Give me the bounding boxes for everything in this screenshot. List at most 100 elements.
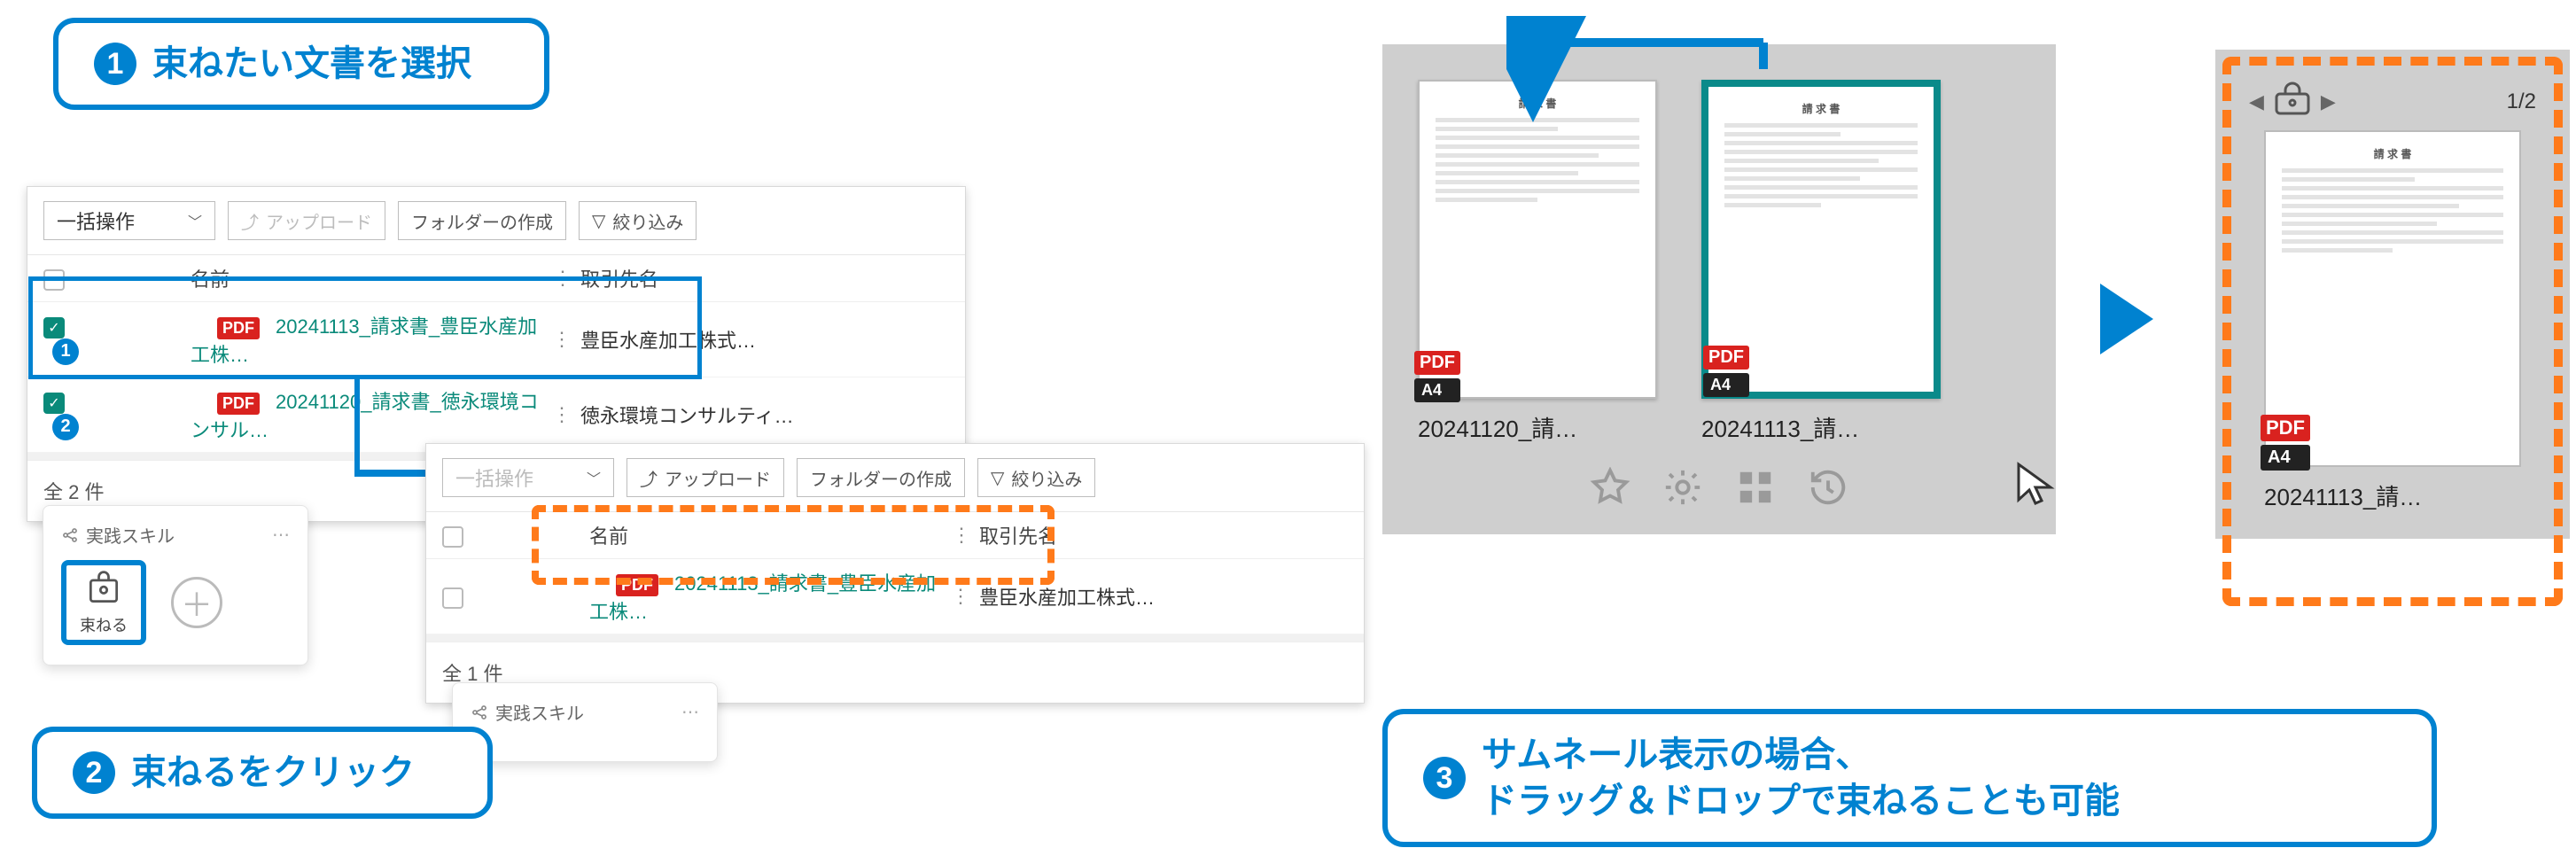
- row-number-badge: 1: [52, 338, 79, 365]
- a4-badge: A4: [1414, 378, 1460, 402]
- bundle-icon: [84, 569, 123, 608]
- pdf-badge: PDF: [217, 317, 260, 339]
- result-panel: ◀ ▶ 1/2 請 求 書 PDF A4 20241113_請…: [2215, 50, 2570, 539]
- table-row[interactable]: ✓ PDF20241113_請求書_豊臣水産加工株… ⋮ 豊臣水産加工株式…: [426, 559, 1364, 634]
- result-name: 20241113_請…: [2264, 479, 2521, 512]
- callout-3: 3 サムネール表示の場合、 ドラッグ＆ドロップで束ねることも可能: [1382, 709, 2437, 847]
- filter-button-2[interactable]: ▽ 絞り込み: [977, 458, 1095, 497]
- pdf-badge: PDF: [1414, 351, 1460, 375]
- upload-icon: ⤴: [640, 465, 658, 491]
- callout-2-text: 束ねるをクリック: [131, 750, 415, 796]
- thumbnail-1-preview[interactable]: 請 求 書 PDF A4: [1418, 80, 1657, 399]
- pdf-badge: PDF: [1703, 346, 1749, 370]
- thumbnail-2-name: 20241113_請…: [1701, 411, 1859, 444]
- thumbnail-1-name: 20241120_請…: [1418, 411, 1577, 444]
- callout-1-number: 1: [94, 43, 136, 85]
- callout-3-text: サムネール表示の場合、 ドラッグ＆ドロップで束ねることも可能: [1482, 732, 2120, 824]
- row-checkbox[interactable]: ✓: [43, 317, 65, 338]
- action-card-title: 実践スキル: [86, 522, 175, 548]
- upload-button[interactable]: ⤴ アップロード: [228, 201, 385, 240]
- thumbnail-1[interactable]: 請 求 書 PDF A4 20241120_請…: [1418, 80, 1657, 444]
- batch-select-label-2: 一括操作: [455, 463, 533, 492]
- row-checkbox-2[interactable]: ✓: [442, 587, 463, 609]
- batch-select[interactable]: 一括操作 ﹀: [43, 201, 215, 240]
- list-header-2: ✓ 名前 ⋮ 取引先名: [426, 512, 1364, 559]
- upload-icon: ⤴: [241, 208, 259, 234]
- customer-name: 豊臣水産加工株式…: [580, 325, 949, 354]
- chevron-down-icon: ﹀: [587, 467, 601, 488]
- next-page-icon[interactable]: ▶: [2321, 90, 2336, 113]
- action-card: 実践スキル ⋯ 束ねる ＋: [43, 505, 308, 665]
- page-indicator: 1/2: [2507, 89, 2536, 114]
- new-folder-label: フォルダーの作成: [411, 208, 553, 234]
- filter-button[interactable]: ▽ 絞り込み: [579, 201, 697, 240]
- history-icon[interactable]: [1808, 467, 1848, 508]
- action-card-header: 実践スキル ⋯: [61, 522, 290, 548]
- action-card-2-header: 実践スキル ⋯: [471, 699, 699, 725]
- col-customer[interactable]: 取引先名: [580, 264, 949, 292]
- toolbar-2: 一括操作 ﹀ ⤴ アップロード フォルダーの作成 ▽ 絞り込み: [426, 444, 1364, 512]
- toolbar-1: 一括操作 ﹀ ⤴ アップロード フォルダーの作成 ▽ 絞り込み: [27, 187, 965, 255]
- col-menu-header: ⋮: [545, 267, 580, 290]
- callout-2: 2 束ねるをクリック: [32, 727, 493, 819]
- thumbnail-2[interactable]: 請 求 書 PDF A4 20241113_請…: [1701, 80, 1941, 444]
- header-checkbox-2[interactable]: ✓: [442, 526, 463, 548]
- pdf-badge: PDF: [616, 574, 658, 596]
- share-icon: [471, 704, 488, 721]
- action-card-menu-icon[interactable]: ⋯: [272, 524, 290, 546]
- prev-page-icon[interactable]: ◀: [2249, 90, 2264, 113]
- row-menu-icon[interactable]: ⋮: [545, 328, 580, 351]
- col-name-2[interactable]: 名前: [483, 521, 944, 549]
- gear-icon[interactable]: [1662, 467, 1703, 508]
- thumbnail-toolbar: [1418, 467, 2020, 508]
- filter-label-2: 絞り込み: [1011, 465, 1082, 491]
- transition-arrow: [2091, 266, 2198, 372]
- upload-label: アップロード: [266, 208, 372, 234]
- result-header: ◀ ▶ 1/2: [2242, 82, 2543, 130]
- cursor-icon: [2012, 461, 2065, 514]
- clip-icon: [2271, 82, 2314, 121]
- result-doc-title: 請 求 書: [2282, 146, 2503, 161]
- star-icon[interactable]: [1590, 467, 1630, 508]
- row-number-badge: 2: [52, 414, 79, 440]
- callout-1-text: 束ねたい文書を選択: [152, 41, 471, 87]
- new-folder-button[interactable]: フォルダーの作成: [398, 201, 566, 240]
- upload-button-2[interactable]: ⤴ アップロード: [626, 458, 784, 497]
- filter-icon: ▽: [592, 210, 605, 232]
- customer-name-2: 豊臣水産加工株式…: [979, 582, 1348, 611]
- bundle-label: 束ねる: [80, 613, 128, 636]
- result-thumbnail[interactable]: 請 求 書 PDF A4: [2264, 130, 2521, 467]
- list-panel-2: 一括操作 ﹀ ⤴ アップロード フォルダーの作成 ▽ 絞り込み ✓ 名前 ⋮ 取…: [425, 443, 1365, 704]
- table-row[interactable]: ✓1 PDF20241113_請求書_豊臣水産加工株… ⋮ 豊臣水産加工株式…: [27, 302, 965, 377]
- new-folder-label-2: フォルダーの作成: [810, 465, 952, 491]
- col-customer-2[interactable]: 取引先名: [979, 521, 1348, 549]
- col-name[interactable]: 名前: [84, 264, 545, 292]
- share-icon: [61, 526, 79, 544]
- callout-1: 1 束ねたい文書を選択: [53, 18, 549, 110]
- callout-2-number: 2: [73, 751, 115, 794]
- filter-icon: ▽: [991, 467, 1004, 489]
- row-menu-icon-2[interactable]: ⋮: [944, 585, 979, 608]
- batch-select-2[interactable]: 一括操作 ﹀: [442, 458, 614, 497]
- upload-label-2: アップロード: [665, 465, 771, 491]
- filter-label: 絞り込み: [612, 208, 683, 234]
- grid-icon[interactable]: [1735, 467, 1776, 508]
- chevron-down-icon: ﹀: [188, 210, 202, 231]
- thumbnail-2-preview[interactable]: 請 求 書 PDF A4: [1701, 80, 1941, 399]
- row-checkbox[interactable]: ✓: [43, 393, 65, 414]
- action-card-2-menu-icon[interactable]: ⋯: [681, 701, 699, 723]
- a4-badge: A4: [1703, 373, 1749, 397]
- add-button[interactable]: ＋: [171, 577, 222, 628]
- header-checkbox[interactable]: ✓: [43, 269, 65, 291]
- new-folder-button-2[interactable]: フォルダーの作成: [797, 458, 965, 497]
- pdf-badge: PDF: [2261, 415, 2310, 441]
- pdf-badge: PDF: [217, 393, 260, 415]
- a4-badge: A4: [2261, 445, 2310, 471]
- callout-3-number: 3: [1423, 757, 1466, 799]
- batch-select-label: 一括操作: [57, 206, 135, 235]
- action-card-2-title: 実践スキル: [495, 699, 584, 725]
- col-menu-header-2: ⋮: [944, 524, 979, 547]
- list-header: ✓ 名前 ⋮ 取引先名: [27, 255, 965, 302]
- drag-arrow: [1506, 16, 1772, 122]
- bundle-button[interactable]: 束ねる: [61, 560, 146, 645]
